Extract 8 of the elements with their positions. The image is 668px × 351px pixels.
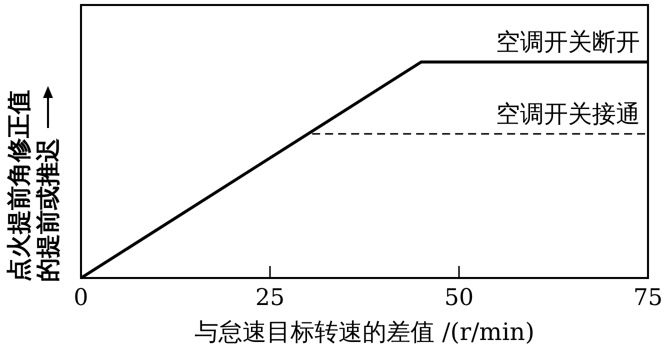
x-tick-label: 25 [255, 285, 285, 311]
x-tick-label: 50 [444, 285, 474, 311]
y-axis-title: 点火提前角修正值的提前或推迟 [4, 90, 62, 282]
x-axis-title: 与怠速目标转速的差值 /(r/min) [194, 318, 534, 346]
series-label: 空调开关接通 [496, 100, 640, 128]
series-label: 空调开关断开 [496, 28, 640, 56]
x-tick-label: 75 [633, 285, 663, 311]
x-tick-label: 0 [74, 285, 88, 311]
